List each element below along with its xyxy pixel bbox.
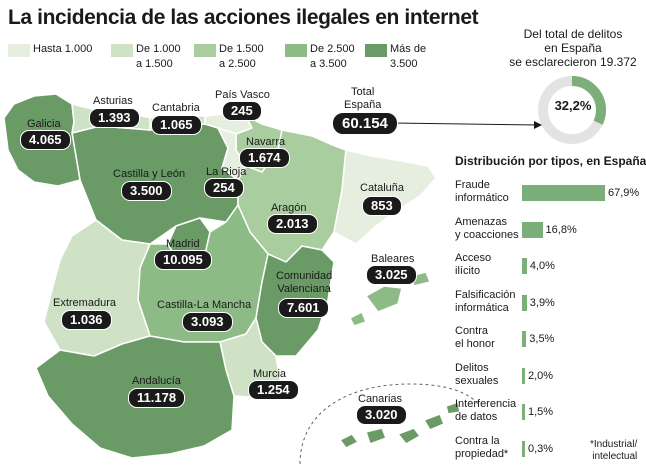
legend: Hasta 1.000 De 1.000 a 1.500 De 1.500 a …	[8, 42, 428, 74]
region-value-murcia: 1.254	[248, 380, 299, 400]
region-value-castilla-la-mancha: 3.093	[182, 312, 233, 332]
region-label-extremadura: Extremadura	[53, 297, 116, 309]
total-connector-arrow	[534, 121, 542, 129]
distribution-row: Amenazas y coacciones 16,8%	[455, 216, 646, 248]
region-value-canarias: 3.020	[356, 405, 407, 425]
legend-label: Más de 3.500	[390, 43, 427, 70]
region-value-aragon: 2.013	[267, 214, 318, 234]
distribution-label: Interferencia de datos	[455, 398, 517, 423]
legend-swatch	[285, 44, 307, 57]
region-canarias-5	[445, 401, 461, 415]
distribution-bar	[522, 331, 527, 347]
region-value-baleares: 3.025	[366, 265, 417, 285]
distribution-row: Contra la propiedad* 0,3%	[455, 435, 646, 467]
region-value-cantabria: 1.065	[151, 115, 202, 135]
region-value-pais-vasco: 245	[222, 101, 262, 121]
region-label-navarra: Navarra	[246, 136, 286, 148]
donut-filled	[538, 76, 606, 144]
distribution-bar	[522, 367, 525, 384]
cleared-percent: 32,2%	[554, 98, 592, 113]
legend-swatch	[111, 44, 133, 57]
region-canarias-2	[365, 427, 387, 445]
region-label-cantabria: Cantabria	[152, 102, 200, 114]
total-value: 60.154	[332, 112, 398, 135]
distribution-bar	[522, 294, 527, 311]
total-label: Total España	[344, 86, 382, 111]
distribution-value: 3,9%	[529, 296, 555, 309]
footnote: *Industrial/ intelectual	[590, 439, 638, 462]
region-label-pais-vasco: País Vasco	[215, 89, 270, 101]
legend-label: De 1.500 a 2.500	[219, 43, 264, 70]
region-label-galicia: Galicia	[27, 118, 61, 130]
distribution-value: 2,0%	[528, 369, 554, 382]
distribution-label: Contra la propiedad*	[455, 434, 509, 460]
distribution-row: Contra el honor 3,5%	[455, 325, 646, 357]
region-label-madrid: Madrid	[166, 238, 200, 250]
distribution-label: Fraude informático	[455, 179, 509, 204]
region-value-andalucia: 11.178	[128, 388, 186, 408]
distribution-bar	[522, 185, 605, 201]
page-title: La incidencia de las acciones ilegales e…	[8, 6, 479, 29]
region-canarias-3	[397, 427, 421, 445]
region-label-baleares: Baleares	[371, 253, 415, 265]
distribution-row: Falsificación informática 3,9%	[455, 289, 646, 321]
region-label-la-rioja: La Rioja	[206, 166, 247, 178]
region-value-navarra: 1.674	[239, 148, 290, 168]
region-value-extremadura: 1.036	[61, 310, 112, 330]
region-value-castilla-y-leon: 3.500	[121, 181, 172, 201]
region-label-castilla-la-mancha: Castilla-La Mancha	[157, 299, 252, 311]
region-value-galicia: 4.065	[20, 130, 71, 150]
distribution-row: Interferencia de datos 1,5%	[455, 398, 646, 430]
legend-swatch	[8, 44, 30, 57]
legend-label: De 2.500 a 3.500	[310, 43, 355, 70]
region-value-comunidad-valenciana: 7.601	[278, 298, 329, 318]
distribution-row: Delitos sexuales 2,0%	[455, 362, 646, 394]
distribution-bar	[522, 258, 527, 274]
distribution-value: 16,8%	[545, 223, 577, 236]
distribution-value: 3,5%	[529, 333, 555, 345]
distribution-value: 4,0%	[529, 260, 555, 272]
region-value-cataluna: 853	[362, 196, 402, 216]
legend-label: De 1.000 a 1.500	[136, 43, 181, 70]
legend-label: Hasta 1.000	[33, 43, 93, 55]
region-label-aragon: Aragón	[271, 202, 307, 214]
distribution-label: Falsificación informática	[455, 288, 516, 314]
region-label-murcia: Murcia	[253, 368, 287, 380]
distribution-label: Amenazas y coacciones	[455, 215, 519, 241]
region-value-la-rioja: 254	[204, 178, 244, 198]
distribution-bar	[522, 404, 525, 420]
region-value-asturias: 1.393	[89, 108, 140, 128]
region-canarias	[339, 433, 359, 449]
region-value-madrid: 10.095	[154, 250, 212, 270]
region-label-cataluna: Cataluña	[360, 182, 405, 194]
region-label-asturias: Asturias	[93, 95, 133, 107]
legend-swatch	[194, 44, 216, 57]
region-baleares-ibiza	[349, 311, 367, 327]
distribution-value: 0,3%	[528, 442, 554, 455]
region-label-comunidad-valenciana: Comunidad Valenciana	[276, 270, 333, 295]
canarias-inset-border	[299, 383, 479, 465]
legend-swatch	[365, 44, 387, 57]
region-baleares	[365, 285, 403, 313]
distribution-bar	[522, 221, 543, 238]
distribution-label: Delitos sexuales	[455, 361, 499, 387]
region-canarias-4	[423, 413, 445, 431]
distribution-label: Acceso ilícito	[455, 252, 492, 277]
region-label-castilla-y-leon: Castilla y León	[113, 168, 186, 180]
cleared-heading: Del total de delitos en España se esclar…	[509, 27, 637, 69]
region-label-andalucia: Andalucía	[132, 375, 181, 387]
distribution-row: Fraude informático 67,9%	[455, 179, 646, 211]
distribution-value: 1,5%	[528, 406, 554, 418]
total-connector	[392, 122, 541, 126]
region-label-canarias: Canarias	[358, 393, 403, 405]
distribution-title: Distribución por tipos, en España	[455, 154, 646, 168]
distribution-bar	[522, 440, 525, 457]
distribution-label: Contra el honor	[455, 325, 495, 350]
distribution-row: Acceso ilícito 4,0%	[455, 252, 646, 284]
distribution-value: 67,9%	[608, 187, 640, 199]
